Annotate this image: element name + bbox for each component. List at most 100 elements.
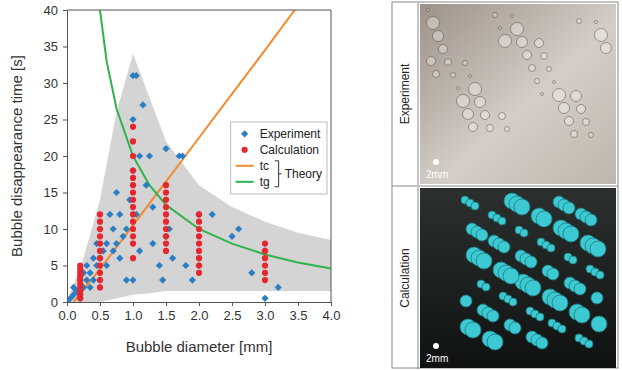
decor-bubble	[553, 81, 556, 84]
y-tick-label: 15	[44, 185, 58, 200]
decor-bubble	[553, 89, 566, 102]
data-point	[110, 247, 117, 254]
panel-divider	[392, 186, 618, 187]
image-panels: Experiment2mmCalculation2mm	[392, 2, 618, 369]
data-point	[163, 197, 169, 203]
data-point	[130, 211, 136, 217]
decor-bubble	[536, 211, 552, 227]
decor-bubble	[482, 283, 490, 291]
data-point	[163, 211, 169, 217]
data-point	[96, 225, 103, 232]
data-point	[196, 211, 202, 217]
decor-bubble	[552, 295, 568, 311]
decor-bubble	[457, 95, 470, 108]
legend-group-label: Theory	[285, 167, 322, 181]
y-tick-mark	[63, 10, 67, 11]
decor-bubble	[503, 268, 519, 284]
y-tick: 30	[44, 76, 67, 91]
data-point	[130, 182, 136, 188]
legend-label: tg	[260, 175, 270, 189]
data-point	[83, 276, 90, 283]
data-point	[77, 262, 83, 268]
decor-bubble	[559, 103, 570, 114]
data-point	[248, 269, 255, 276]
image-background	[420, 4, 616, 184]
y-tick: 25	[44, 112, 67, 127]
x-tick: 3.0	[256, 302, 274, 323]
data-point	[129, 167, 136, 174]
data-point	[97, 226, 103, 232]
decor-bubble	[427, 9, 430, 12]
decor-bubble	[585, 214, 597, 226]
x-tick-label: 3.5	[289, 308, 307, 323]
y-axis: 0510152025303540	[44, 3, 68, 310]
data-point	[130, 255, 136, 261]
decor-bubble	[565, 117, 574, 126]
x-tick-label: 0.0	[58, 308, 76, 323]
decor-bubble	[469, 75, 472, 78]
legend-bracket	[275, 161, 282, 187]
decor-bubble	[457, 87, 460, 90]
x-tick: 2.0	[190, 302, 208, 323]
y-tick-label: 0	[51, 295, 58, 310]
data-point	[262, 255, 268, 261]
panel-image	[420, 4, 616, 184]
x-tick: 1.5	[157, 302, 175, 323]
decor-bubble	[595, 21, 598, 24]
decor-bubble	[505, 127, 510, 132]
decor-bubble	[571, 131, 578, 138]
legend-symbol	[242, 147, 248, 153]
data-point	[196, 255, 202, 261]
data-point	[96, 255, 103, 262]
x-tick-label: 2.0	[190, 308, 208, 323]
decor-bubble	[487, 125, 494, 132]
data-point	[275, 284, 282, 291]
decor-bubble	[547, 268, 559, 280]
decor-bubble	[591, 292, 603, 304]
decor-bubble	[475, 97, 486, 108]
panel-divider	[418, 3, 419, 185]
y-tick-label: 30	[44, 76, 58, 91]
scale-bar-label: 2mm	[426, 353, 448, 364]
data-point	[123, 276, 130, 283]
decor-bubble	[569, 256, 577, 264]
data-point	[163, 182, 169, 188]
decor-bubble	[463, 61, 468, 66]
data-point	[235, 225, 242, 232]
y-tick: 5	[51, 258, 67, 273]
x-tick: 0.5	[91, 302, 109, 323]
y-tick-mark	[63, 47, 67, 48]
x-tick-label: 2.5	[223, 308, 241, 323]
decor-bubble	[563, 202, 575, 214]
data-point	[182, 262, 189, 269]
decor-bubble	[523, 51, 532, 60]
x-axis: 0.00.51.01.52.02.53.03.54.0	[58, 302, 340, 323]
decor-bubble	[493, 13, 498, 18]
data-point	[129, 116, 136, 123]
data-point	[163, 204, 169, 210]
theory-line	[100, 10, 331, 268]
data-point	[130, 197, 136, 203]
data-point	[113, 240, 120, 247]
decor-bubble	[529, 65, 536, 72]
decor-bubble	[535, 79, 540, 84]
data-point	[130, 226, 136, 232]
decor-bubble	[487, 310, 499, 322]
x-axis-line	[68, 303, 332, 307]
decor-bubble	[509, 298, 517, 306]
scale-bar-label: 2mm	[426, 169, 448, 180]
image-background	[420, 188, 616, 368]
data-point	[163, 241, 169, 247]
data-point	[262, 262, 268, 268]
legend-label: tc	[260, 159, 269, 173]
data-point	[189, 276, 196, 283]
data-point	[90, 276, 97, 283]
data-point	[149, 240, 156, 247]
decor-bubble	[509, 322, 521, 334]
decor-bubble	[547, 67, 552, 72]
data-point	[90, 255, 97, 262]
data-point	[83, 262, 90, 269]
data-point	[97, 270, 103, 276]
y-tick-mark	[63, 120, 67, 121]
decor-bubble	[563, 226, 579, 242]
